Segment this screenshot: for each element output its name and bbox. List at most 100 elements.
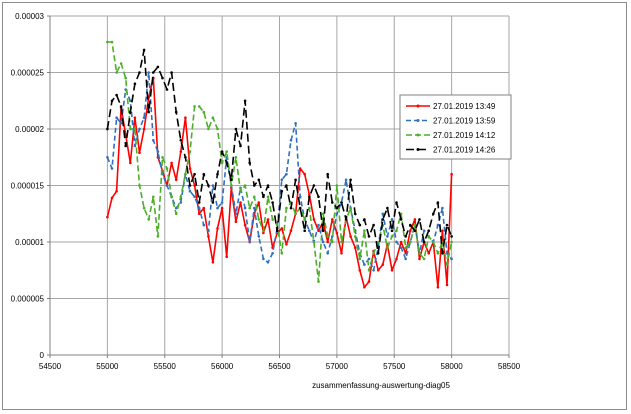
data-point: [399, 218, 403, 221]
data-point: [129, 161, 132, 165]
data-point: [367, 269, 371, 272]
series-4: [106, 48, 453, 255]
data-point: [353, 246, 357, 249]
data-point: [367, 235, 371, 238]
data-point: [253, 195, 256, 199]
axes: [47, 15, 510, 358]
legend-marker: [416, 148, 420, 151]
data-point: [184, 116, 187, 119]
legend: 27.01.2019 13:49 27.01.2019 13:59 27.01.20…: [399, 94, 512, 160]
data-point: [239, 189, 242, 193]
data-point: [381, 263, 385, 266]
legend-marker: [416, 133, 420, 137]
data-point: [340, 252, 343, 255]
data-point: [441, 206, 444, 210]
data-point: [129, 99, 132, 103]
data-point: [427, 252, 431, 255]
data-point: [142, 48, 146, 52]
data-point: [138, 71, 141, 74]
data-point: [257, 201, 261, 204]
x-tick-label: 54500: [39, 362, 62, 371]
data-point: [450, 172, 453, 176]
data-point: [216, 227, 219, 230]
data-point: [174, 212, 178, 216]
data-point: [165, 184, 169, 187]
data-point: [225, 150, 228, 153]
data-point: [262, 257, 265, 261]
data-point: [179, 139, 183, 142]
data-point: [409, 240, 412, 244]
data-point: [184, 156, 187, 159]
data-point: [294, 212, 297, 216]
data-point: [124, 76, 127, 80]
data-point: [193, 195, 196, 199]
data-point: [165, 88, 169, 91]
data-point: [220, 201, 224, 204]
data-point: [399, 240, 403, 244]
x-tick-label: 56000: [211, 362, 234, 371]
data-point: [220, 150, 224, 153]
series-line: [106, 71, 453, 272]
data-point: [138, 127, 141, 131]
data-point: [376, 252, 380, 255]
data-point: [386, 206, 389, 210]
data-point: [179, 195, 183, 199]
data-point: [390, 235, 394, 238]
data-point: [142, 127, 146, 131]
data-point: [363, 218, 366, 221]
data-point: [179, 150, 183, 153]
data-point: [138, 184, 141, 187]
data-point: [326, 240, 330, 244]
data-point: [298, 195, 302, 199]
data-point: [225, 255, 228, 258]
data-point: [335, 206, 339, 210]
data-point: [317, 195, 320, 199]
data-point: [216, 127, 219, 131]
data-point: [133, 127, 137, 131]
data-point: [409, 229, 412, 232]
series-3: [106, 40, 453, 283]
x-tick-label: 56500: [268, 362, 291, 371]
x-tick-labels: 54500 55000 55500 56000 56500 57000 57500 58000…: [39, 362, 521, 371]
data-point: [170, 195, 173, 199]
data-point: [266, 184, 270, 187]
data-point: [133, 144, 137, 148]
data-point: [372, 252, 375, 255]
data-point: [404, 246, 408, 249]
data-point: [115, 71, 118, 74]
data-point: [427, 235, 431, 238]
data-point: [170, 71, 173, 74]
data-point: [119, 105, 123, 108]
data-point: [294, 122, 297, 125]
data-point: [363, 229, 366, 232]
data-point: [358, 223, 362, 227]
data-point: [436, 252, 440, 255]
data-point: [441, 252, 444, 255]
data-point: [234, 212, 238, 216]
y-tick-label: 0.00003: [15, 12, 44, 21]
data-point: [211, 261, 215, 264]
data-point: [418, 252, 421, 255]
data-point: [257, 218, 261, 221]
data-point: [184, 172, 187, 176]
data-point: [243, 206, 247, 210]
data-point: [253, 184, 256, 187]
data-point: [372, 269, 375, 272]
data-point: [409, 223, 412, 227]
data-point: [335, 212, 339, 216]
data-point: [308, 229, 311, 232]
data-point: [234, 220, 238, 223]
data-point: [161, 156, 164, 159]
data-point: [106, 156, 109, 159]
legend-label: 27.01.2019 14:12: [433, 131, 496, 140]
data-point: [335, 184, 339, 187]
data-point: [331, 201, 334, 204]
data-point: [280, 252, 284, 255]
data-point: [395, 201, 398, 204]
y-tick-label: 0.000015: [11, 182, 45, 191]
data-point: [441, 229, 444, 232]
data-point: [207, 235, 210, 238]
data-point: [174, 110, 178, 114]
data-point: [138, 151, 141, 154]
